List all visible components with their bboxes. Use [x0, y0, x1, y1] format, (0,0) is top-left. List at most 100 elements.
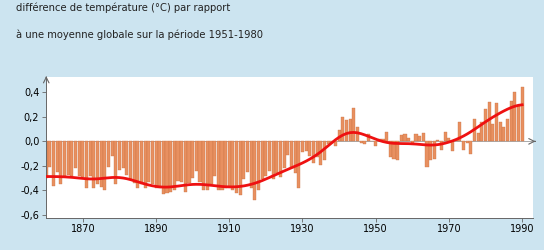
Bar [165, 141, 169, 193]
Bar [264, 141, 268, 176]
Bar [451, 141, 454, 151]
Bar [140, 141, 143, 184]
Bar [308, 141, 311, 156]
Bar [407, 138, 410, 141]
Bar [271, 141, 275, 180]
Bar [337, 130, 341, 141]
Bar [202, 141, 205, 190]
Bar [257, 141, 260, 190]
Bar [462, 141, 465, 150]
Bar [199, 141, 201, 182]
Bar [381, 139, 385, 141]
Bar [176, 141, 180, 181]
Bar [188, 141, 190, 183]
Bar [195, 141, 198, 171]
Bar [213, 141, 216, 176]
Bar [246, 141, 249, 172]
Bar [447, 138, 450, 141]
Bar [154, 141, 158, 188]
Bar [286, 141, 289, 155]
Bar [78, 141, 81, 176]
Bar [239, 141, 242, 196]
Bar [506, 119, 509, 141]
Bar [228, 141, 231, 186]
Bar [158, 141, 161, 188]
Bar [147, 141, 150, 182]
Bar [151, 141, 154, 184]
Bar [326, 141, 330, 144]
Bar [473, 119, 476, 141]
Bar [499, 122, 502, 141]
Bar [323, 141, 326, 160]
Bar [133, 141, 135, 183]
Bar [341, 117, 344, 141]
Bar [425, 141, 429, 167]
Bar [389, 141, 392, 157]
Bar [444, 132, 447, 141]
Bar [392, 141, 395, 158]
Bar [374, 141, 377, 146]
Bar [396, 141, 399, 160]
Text: à une moyenne globale sur la période 1951-1980: à une moyenne globale sur la période 195… [16, 30, 263, 40]
Bar [352, 108, 355, 141]
Bar [89, 141, 92, 176]
Bar [121, 141, 125, 169]
Bar [305, 141, 308, 151]
Bar [55, 141, 59, 172]
Bar [436, 140, 440, 141]
Bar [517, 106, 520, 141]
Bar [52, 141, 55, 186]
Bar [114, 141, 118, 184]
Bar [254, 141, 256, 200]
Bar [418, 136, 421, 141]
Bar [411, 141, 414, 144]
Bar [191, 141, 194, 178]
Bar [162, 141, 165, 194]
Bar [103, 141, 107, 190]
Bar [279, 141, 282, 177]
Bar [184, 141, 187, 192]
Bar [67, 141, 70, 174]
Bar [455, 140, 458, 141]
Bar [400, 135, 403, 141]
Bar [316, 141, 319, 157]
Bar [510, 101, 512, 141]
Bar [118, 141, 121, 170]
Bar [100, 141, 103, 187]
Bar [484, 110, 487, 141]
Bar [502, 126, 505, 141]
Bar [209, 141, 213, 184]
Bar [495, 103, 498, 141]
Bar [432, 141, 436, 158]
Bar [290, 141, 293, 167]
Bar [312, 141, 315, 164]
Bar [136, 141, 139, 188]
Bar [129, 141, 132, 180]
Bar [81, 141, 84, 177]
Text: différence de température (°C) par rapport: différence de température (°C) par rappo… [16, 2, 231, 13]
Bar [217, 141, 220, 190]
Bar [231, 141, 234, 190]
Bar [440, 141, 443, 150]
Bar [70, 141, 73, 176]
Bar [74, 141, 77, 169]
Bar [283, 141, 286, 169]
Bar [360, 141, 363, 142]
Bar [268, 141, 271, 171]
Bar [275, 141, 279, 173]
Bar [349, 119, 351, 141]
Bar [363, 141, 366, 144]
Bar [206, 141, 209, 190]
Bar [297, 141, 300, 188]
Bar [301, 141, 304, 152]
Bar [180, 141, 183, 182]
Bar [415, 134, 418, 141]
Bar [378, 139, 381, 141]
Bar [330, 141, 333, 142]
Bar [48, 141, 52, 167]
Bar [385, 132, 388, 141]
Bar [224, 141, 227, 188]
Bar [469, 141, 472, 154]
Bar [92, 141, 95, 188]
Bar [513, 92, 516, 141]
